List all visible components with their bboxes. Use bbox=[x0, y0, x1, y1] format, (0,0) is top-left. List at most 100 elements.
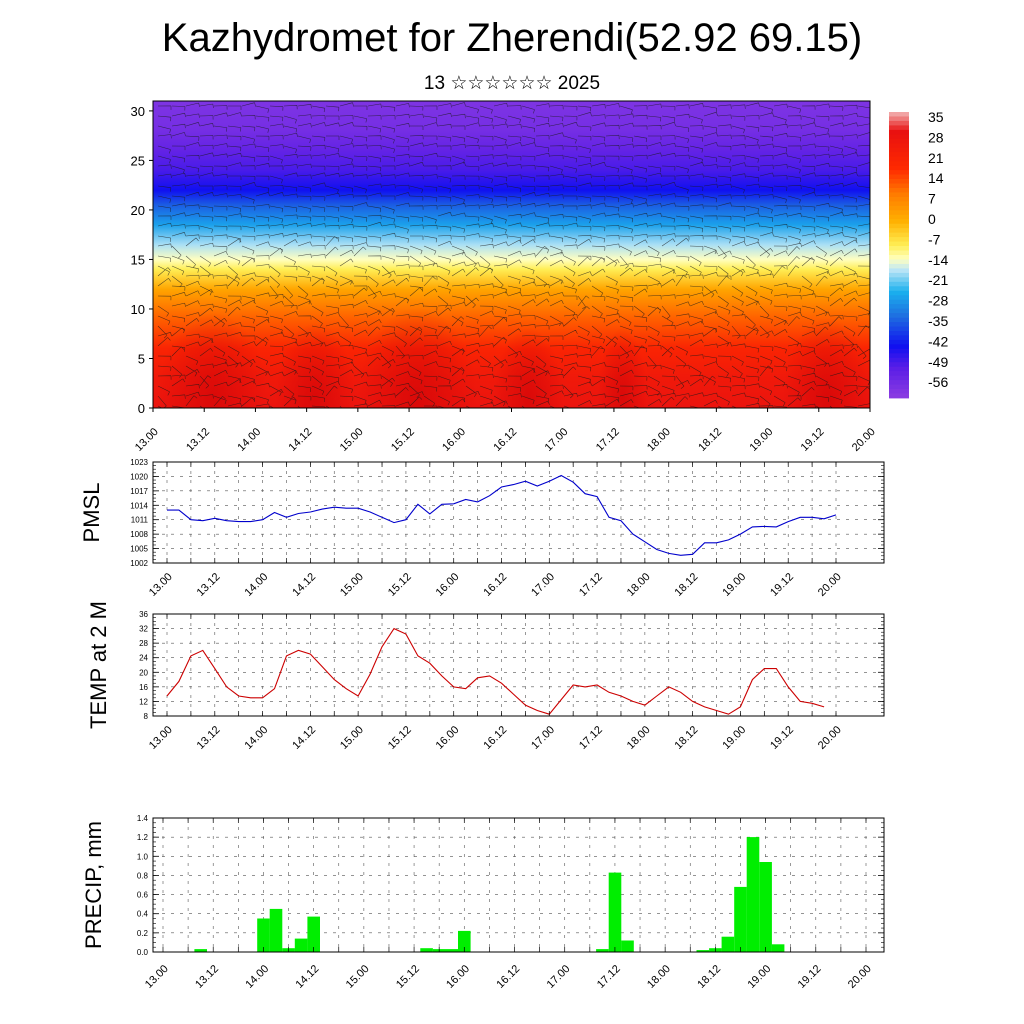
heatmap-x-tick-label: 15.12 bbox=[389, 426, 417, 454]
colorbar-segment bbox=[889, 246, 909, 251]
colorbar-label: 28 bbox=[928, 129, 944, 145]
colorbar-label: -28 bbox=[928, 293, 948, 309]
precip-bar bbox=[458, 930, 471, 952]
colorbar-segment bbox=[889, 330, 909, 336]
precip-x-tick-label: 13.00 bbox=[143, 963, 171, 991]
colorbar-label: 7 bbox=[928, 191, 936, 207]
pmsl-x-tick-label: 19.00 bbox=[720, 571, 748, 599]
colorbar-segment bbox=[889, 255, 909, 260]
colorbar-segment bbox=[889, 380, 909, 385]
colorbar-label: 0 bbox=[928, 211, 936, 227]
temp2m-x-tick-label: 16.12 bbox=[481, 724, 509, 752]
pmsl-y-tick-label: 1011 bbox=[131, 516, 149, 525]
pmsl-x-tick-label: 18.00 bbox=[625, 571, 653, 599]
colorbar-segment bbox=[889, 201, 909, 207]
temp2m-y-tick-label: 28 bbox=[139, 639, 148, 648]
colorbar-label: -56 bbox=[928, 374, 948, 390]
pmsl-series-line bbox=[167, 474, 837, 556]
colorbar-segment bbox=[889, 237, 909, 242]
precip-bar bbox=[307, 916, 320, 952]
pmsl-x-tick-label: 17.00 bbox=[529, 571, 557, 599]
precip-x-tick-label: 19.00 bbox=[745, 963, 773, 991]
pmsl-x-tick-label: 19.12 bbox=[768, 571, 796, 599]
temp2m-x-tick-label: 15.00 bbox=[338, 724, 366, 752]
heatmap-y-tick-label: 0 bbox=[138, 401, 145, 416]
temp2m-series-line bbox=[166, 627, 825, 715]
colorbar-segment bbox=[889, 196, 909, 202]
colorbar-segment bbox=[889, 362, 909, 368]
precip-bar bbox=[734, 886, 747, 952]
colorbar-segment bbox=[889, 389, 909, 394]
precip-x-tick-label: 14.12 bbox=[294, 963, 322, 991]
precip-y-tick-label: 0.6 bbox=[137, 891, 149, 900]
colorbar-segment bbox=[889, 335, 909, 341]
colorbar-label: -42 bbox=[928, 333, 948, 349]
colorbar-segment bbox=[889, 295, 909, 301]
precip-x-tick-label: 16.12 bbox=[494, 963, 522, 991]
colorbar-segment bbox=[889, 308, 909, 314]
temp2m-x-tick-label: 14.12 bbox=[290, 724, 318, 752]
colorbar-segment bbox=[889, 317, 909, 323]
temp2m-x-tick-label: 19.00 bbox=[720, 724, 748, 752]
colorbar-segment bbox=[889, 272, 909, 278]
precip-x-tick-label: 13.12 bbox=[193, 963, 221, 991]
temp2m-y-tick-label: 20 bbox=[139, 668, 148, 677]
precip-y-tick-label: 1.2 bbox=[137, 833, 149, 842]
heatmap-x-tick-label: 19.12 bbox=[799, 426, 827, 454]
colorbar-segment bbox=[889, 152, 909, 158]
colorbar-segment bbox=[889, 322, 909, 327]
colorbar-segment bbox=[889, 214, 909, 220]
temp2m-x-tick-label: 14.00 bbox=[242, 724, 270, 752]
colorbar-segment bbox=[889, 357, 909, 363]
temp2m-x-tick-label: 20.00 bbox=[816, 724, 844, 752]
colorbar-segment bbox=[889, 116, 909, 122]
heatmap-x-tick-label: 13.00 bbox=[133, 426, 161, 454]
heatmap-x-tick-label: 14.00 bbox=[235, 426, 263, 454]
precip-bar bbox=[621, 940, 634, 952]
precip-bar bbox=[608, 872, 622, 952]
precip-y-tick-label: 0.4 bbox=[137, 910, 149, 919]
colorbar-segment bbox=[889, 156, 909, 162]
colorbar-segment bbox=[889, 371, 909, 377]
heatmap-x-tick-label: 16.00 bbox=[440, 426, 468, 454]
colorbar-segment bbox=[889, 348, 909, 354]
pmsl-y-tick-label: 1008 bbox=[130, 530, 148, 539]
heatmap-x-tick-label: 18.12 bbox=[696, 426, 724, 454]
precip-y-tick-label: 0.8 bbox=[137, 871, 149, 880]
heatmap-x-tick-label: 17.00 bbox=[543, 426, 571, 454]
colorbar-label: 14 bbox=[928, 170, 944, 186]
precipitation-panel: 0.0 0.2 0.4 0.6 0.8 1.0 1.2 1.4 13.00 13.12 14.00 1… bbox=[81, 814, 885, 991]
temp2m-y-axis-label: TEMP at 2 M bbox=[86, 601, 111, 729]
pmsl-y-axis-label: PMSL bbox=[79, 483, 104, 543]
colorbar-segment bbox=[889, 250, 909, 256]
heatmap-x-tick-label: 13.12 bbox=[184, 426, 212, 454]
precip-bar bbox=[746, 837, 760, 952]
colorbar-label: -21 bbox=[928, 272, 948, 288]
temp2m-y-tick-label: 12 bbox=[139, 697, 148, 706]
colorbar-label: -49 bbox=[928, 354, 948, 370]
colorbar-label: 21 bbox=[928, 150, 944, 166]
precip-bar bbox=[771, 944, 785, 952]
colorbar-segment bbox=[889, 138, 909, 144]
colorbar-segment bbox=[889, 205, 909, 211]
colorbar-segment bbox=[889, 259, 909, 265]
precip-bar bbox=[445, 949, 459, 952]
pmsl-x-tick-label: 16.12 bbox=[481, 571, 509, 599]
precip-x-tick-label: 15.00 bbox=[344, 963, 372, 991]
precip-y-tick-label: 0.2 bbox=[137, 929, 149, 938]
chart-title: Kazhydromet for Zherendi(52.92 69.15) bbox=[161, 16, 863, 60]
heatmap-x-tick-label: 17.12 bbox=[594, 426, 622, 454]
pmsl-y-tick-label: 1023 bbox=[130, 458, 148, 467]
heatmap-x-tick-label: 18.00 bbox=[645, 426, 673, 454]
warm-plume bbox=[357, 308, 478, 408]
colorbar-segment bbox=[889, 120, 909, 126]
temp2m-frame bbox=[152, 613, 885, 717]
temp2m-x-tick-label: 17.00 bbox=[529, 724, 557, 752]
precip-bar bbox=[257, 918, 270, 952]
colorbar-segment bbox=[889, 375, 909, 381]
colorbar-segment bbox=[889, 304, 909, 310]
temp2m-x-tick-label: 18.12 bbox=[673, 724, 701, 752]
colorbar-segment bbox=[889, 344, 909, 350]
colorbar-segment bbox=[889, 366, 909, 372]
